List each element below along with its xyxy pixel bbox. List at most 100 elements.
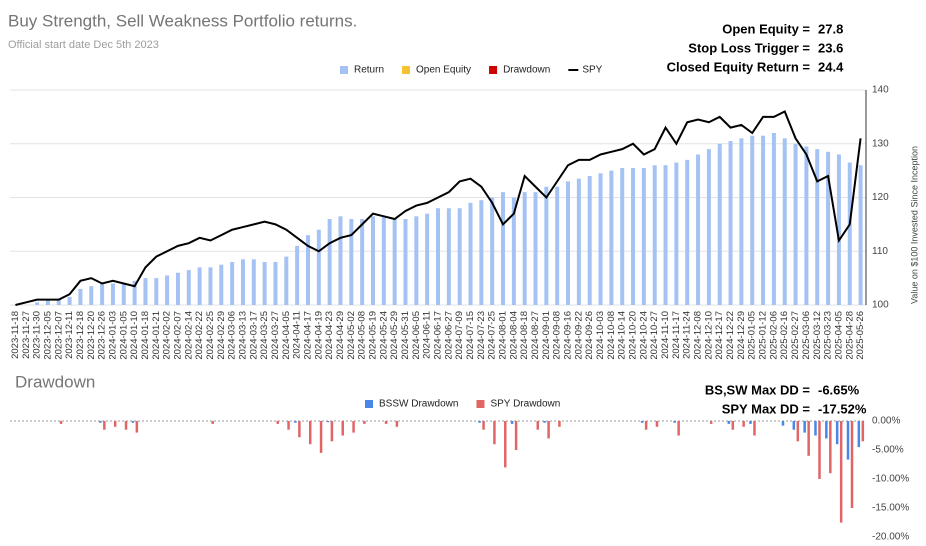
legend-label: Drawdown <box>503 65 550 76</box>
x-tick-label: 2024-02-14 <box>183 311 194 360</box>
legend-swatch <box>365 400 373 408</box>
bar <box>771 133 776 305</box>
bar <box>251 259 256 305</box>
x-tick-label: 2025-02-27 <box>790 311 801 360</box>
bar <box>685 159 690 305</box>
bar <box>782 138 787 305</box>
x-tick-label: 2024-04-29 <box>335 311 346 360</box>
x-tick-label: 2024-05-31 <box>400 311 411 360</box>
bar <box>230 262 235 305</box>
bar <box>479 200 484 305</box>
drawdown-bar <box>536 421 540 430</box>
bar <box>392 219 397 305</box>
spy-line <box>15 110 862 306</box>
bar <box>45 299 50 305</box>
x-tick-label: 2023-11-27 <box>21 311 32 359</box>
x-tick-label: 2024-03-17 <box>248 311 259 360</box>
drawdown-bar <box>792 421 796 430</box>
bar <box>706 149 711 305</box>
x-tick-label: 2025-03-23 <box>823 311 834 360</box>
x-tick-label: 2024-07-25 <box>487 311 498 360</box>
x-tick-label: 2024-10-24 <box>638 311 649 360</box>
drawdown-bar <box>510 421 514 424</box>
legend-label: Return <box>354 65 384 76</box>
x-tick-label: 2025-02-06 <box>768 311 779 360</box>
stat-value: -6.65% <box>818 382 860 397</box>
bar <box>728 141 733 305</box>
drawdown-bar <box>796 421 800 442</box>
bar <box>121 283 126 305</box>
subtitle: Official start date Dec 5th 2023 <box>8 39 159 51</box>
bar <box>511 197 516 305</box>
bar <box>197 267 202 305</box>
bar <box>826 151 831 305</box>
bar <box>663 165 668 305</box>
drawdown-bar <box>493 421 496 445</box>
x-tick-label: 2024-02-25 <box>205 311 216 360</box>
drawdown-bar <box>857 421 861 448</box>
drawdown-bar <box>861 421 865 442</box>
x-tick-label: 2024-01-21 <box>151 311 162 360</box>
drawdown-bar <box>543 421 546 423</box>
drawdown-bar <box>677 421 680 436</box>
bar <box>576 178 581 305</box>
legend-label: SPY <box>582 65 602 76</box>
bar <box>501 192 506 305</box>
y-tick-label: -10.00% <box>872 474 909 485</box>
bar <box>858 165 863 305</box>
legend-swatch <box>340 66 348 74</box>
x-tick-label: 2024-05-19 <box>368 311 379 360</box>
stat-label: SPY Max DD = <box>722 401 811 416</box>
drawdown-bar <box>113 421 117 427</box>
x-tick-label: 2024-07-15 <box>465 311 476 360</box>
x-tick-label: 2024-09-08 <box>552 311 563 360</box>
x-tick-label: 2025-04-05 <box>833 311 844 360</box>
x-tick-label: 2024-10-03 <box>595 311 606 360</box>
x-tick-label: 2024-02-07 <box>172 311 183 360</box>
stat-value: 27.8 <box>818 21 843 36</box>
drawdown-bar <box>709 421 713 424</box>
bar <box>414 216 419 305</box>
drawdown-bar <box>731 421 735 430</box>
drawdown-bar <box>727 421 731 424</box>
x-tick-label: 2024-01-05 <box>118 311 129 360</box>
x-tick-label: 2024-04-19 <box>313 311 324 360</box>
x-tick-label: 2025-01-05 <box>747 311 758 360</box>
drawdown-bar <box>352 421 355 433</box>
y-tick-label: 110 <box>872 246 888 257</box>
bar <box>587 176 592 305</box>
x-tick-label: 2024-04-11 <box>292 311 303 359</box>
x-tick-label: 2024-05-02 <box>346 311 357 360</box>
x-tick-label: 2024-04-23 <box>324 311 335 360</box>
x-tick-label: 2025-01-12 <box>758 311 769 360</box>
bar <box>652 165 657 305</box>
y-tick-label: 120 <box>872 192 889 203</box>
drawdown-bar <box>59 421 63 424</box>
x-tick-label: 2024-06-05 <box>411 311 422 360</box>
drawdown-bar <box>326 421 330 423</box>
bar <box>631 167 636 305</box>
bar <box>349 219 354 305</box>
bar <box>761 135 766 305</box>
drawdown-bar <box>673 421 676 423</box>
bar <box>468 202 473 305</box>
drawdown-bar <box>298 421 301 438</box>
x-tick-label: 2023-12-18 <box>75 311 86 360</box>
bar <box>555 186 560 305</box>
x-tick-label: 2023-12-07 <box>53 311 64 360</box>
drawdown-bar <box>384 421 388 424</box>
x-tick-label: 2024-06-27 <box>443 311 454 360</box>
drawdown-bar <box>308 421 312 445</box>
drawdown-bar <box>504 421 507 468</box>
x-tick-label: 2024-03-06 <box>227 311 238 360</box>
x-tick-label: 2024-06-17 <box>433 311 444 360</box>
x-tick-label: 2024-07-09 <box>454 311 465 360</box>
x-tick-label: 2024-05-24 <box>378 311 389 360</box>
drawdown-bar <box>547 421 550 439</box>
bar <box>403 219 408 305</box>
y-tick-label: -20.00% <box>872 532 909 543</box>
x-tick-label: 2024-01-03 <box>107 311 118 360</box>
x-tick-label: 2024-03-13 <box>237 311 248 360</box>
x-tick-label: 2023-12-05 <box>42 311 53 360</box>
